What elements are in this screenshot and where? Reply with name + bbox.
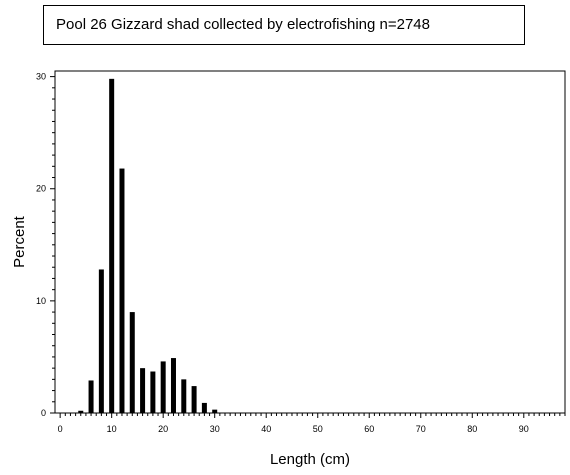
x-tick-label: 40	[261, 424, 271, 434]
x-tick-label: 50	[313, 424, 323, 434]
bar	[88, 380, 94, 413]
x-axis-title: Length (cm)	[270, 451, 350, 468]
x-tick-label: 10	[107, 424, 117, 434]
bar	[150, 371, 156, 413]
chart-title-box: Pool 26 Gizzard shad collected by electr…	[43, 5, 525, 45]
bar	[129, 312, 135, 413]
y-tick-label: 30	[36, 72, 46, 82]
bar	[109, 78, 115, 413]
x-axis-ticks: 0 10 20 30 40 50 60 70 80 90	[58, 413, 566, 434]
x-tick-label: 90	[519, 424, 529, 434]
bars	[78, 78, 218, 413]
bar	[78, 410, 84, 413]
bar	[160, 361, 166, 413]
bar	[191, 386, 197, 413]
y-tick-label: 0	[41, 408, 46, 418]
y-tick-label: 10	[36, 296, 46, 306]
bar	[98, 269, 104, 413]
x-tick-label: 60	[364, 424, 374, 434]
bar	[140, 368, 146, 413]
x-tick-label: 30	[210, 424, 220, 434]
bar	[201, 402, 207, 413]
x-tick-label: 20	[158, 424, 168, 434]
x-tick-label: 70	[416, 424, 426, 434]
x-tick-label: 80	[467, 424, 477, 434]
y-axis-title: Percent	[11, 215, 28, 268]
bar	[181, 379, 187, 413]
x-tick-label: 0	[58, 424, 63, 434]
bar	[212, 409, 218, 413]
bar	[119, 168, 125, 413]
y-axis-ticks: 0 10 20 30	[36, 72, 55, 418]
chart-title: Pool 26 Gizzard shad collected by electr…	[56, 16, 430, 33]
bar	[170, 358, 176, 413]
y-tick-label: 20	[36, 184, 46, 194]
plot-frame	[54, 70, 566, 414]
